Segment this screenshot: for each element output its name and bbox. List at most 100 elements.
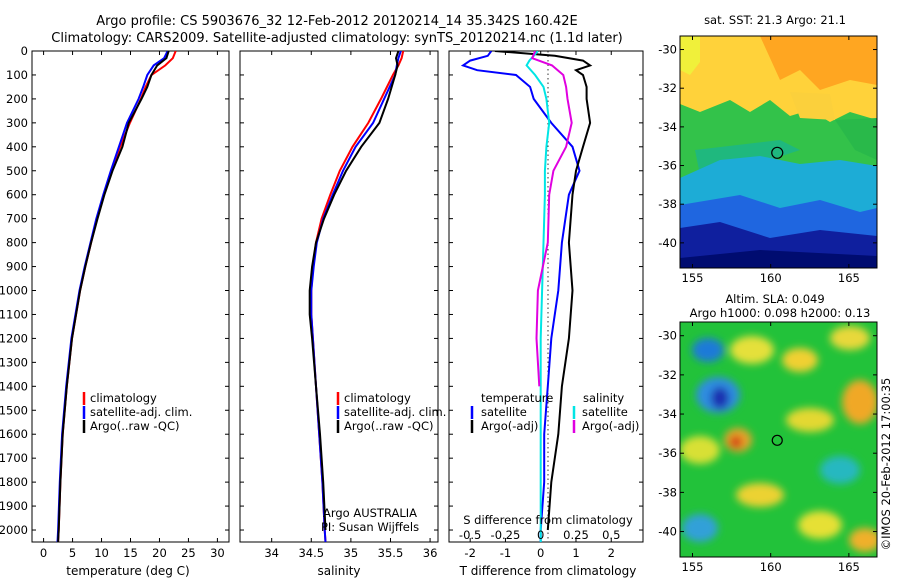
temperature-axes-frame xyxy=(31,50,230,543)
series-line-argo xyxy=(57,51,170,542)
depth-tick-label: 1900 xyxy=(0,499,28,513)
x-tick-label: 5 xyxy=(69,546,76,560)
sst-map-title: sat. SST: 21.3 Argo: 21.1 xyxy=(704,13,846,27)
salinity-axes-frame xyxy=(239,50,439,543)
s-diff-tick-label: -0.25 xyxy=(491,528,521,542)
legend-head-salinity: salinity xyxy=(583,391,624,405)
series-line-argo xyxy=(308,51,400,531)
x-tick-label: -2 xyxy=(464,546,475,560)
legend-label-s-satellite: satellite xyxy=(582,405,628,419)
s-difference-label: S difference from climatology xyxy=(463,513,633,527)
sla-map-image xyxy=(680,322,877,557)
lon-tick-label: 155 xyxy=(682,560,704,574)
lat-tick-label: -34 xyxy=(658,120,677,134)
x-tick-label: 35 xyxy=(344,546,359,560)
figure-title-line1: Argo profile: CS 5903676_32 12-Feb-2012 … xyxy=(96,14,578,29)
depth-tick-label: 1100 xyxy=(0,307,28,321)
lat-tick-label: -40 xyxy=(658,236,677,250)
sla-lat-ticks: -30 -32 -34 -36 -38 -40 xyxy=(658,329,877,539)
depth-tick-label: 1000 xyxy=(0,284,28,298)
s-diff-tick-label: 0.5 xyxy=(602,528,620,542)
sla-lon-ticks: 155 160 165 xyxy=(682,322,860,574)
s-diff-tick-label: 0.25 xyxy=(563,528,589,542)
x-tick-label: 36 xyxy=(423,546,438,560)
x-tick-label: 20 xyxy=(152,546,167,560)
legend-label-s-argo: Argo(-adj) xyxy=(582,419,639,433)
s-difference-axis-ticks: -0.5 -0.25 0 0.25 0.5 xyxy=(459,528,620,542)
series-line-argo xyxy=(494,51,593,531)
lon-tick-label: 165 xyxy=(838,560,860,574)
legend-label-climatology: climatology xyxy=(344,391,411,405)
depth-tick-label: 700 xyxy=(6,212,28,226)
lat-tick-label: -40 xyxy=(658,525,677,539)
legend-label-t-satellite: satellite xyxy=(481,405,527,419)
salinity-depth-ticks xyxy=(240,50,438,531)
difference-axes-frame xyxy=(448,50,644,543)
legend-label-satellite: satellite-adj. clim. xyxy=(90,405,192,419)
depth-tick-label: 1200 xyxy=(0,331,28,345)
difference-depth-ticks xyxy=(449,50,643,531)
sst-map-image xyxy=(680,36,877,268)
legend-label-argo: Argo(..raw -QC) xyxy=(344,419,434,433)
temperature-xlabel: temperature (deg C) xyxy=(66,564,189,578)
lon-tick-label: 160 xyxy=(760,560,782,574)
sla-map-title-line1: Altim. SLA: 0.049 xyxy=(725,292,824,306)
difference-profiles xyxy=(460,51,593,542)
x-tick-label: 0 xyxy=(537,546,544,560)
x-tick-label: 15 xyxy=(123,546,138,560)
salinity-axis-ticks: 34 34.5 35 35.5 36 xyxy=(264,51,437,560)
temperature-panel: 0100200300400500600700800900100011001200… xyxy=(0,44,230,578)
sla-map-title-line2: Argo h1000: 0.098 h2000: 0.13 xyxy=(690,306,871,320)
depth-tick-label: 1300 xyxy=(0,355,28,369)
sla-map-frame xyxy=(679,321,878,558)
depth-axis-ticks: 0 100 200 300 400 500 600 700 800 900 1000 1100 1200… xyxy=(0,44,229,537)
depth-tick-label: 1500 xyxy=(0,403,28,417)
depth-tick-label: 2000 xyxy=(0,523,28,537)
salinity-profiles xyxy=(308,51,405,542)
argo-float-marker xyxy=(771,434,783,446)
lat-tick-label: -38 xyxy=(658,485,677,499)
x-tick-label: 34 xyxy=(264,546,279,560)
lat-tick-label: -38 xyxy=(658,197,677,211)
series-line-satellite_salinity xyxy=(525,51,551,542)
x-tick-label: 10 xyxy=(94,546,109,560)
difference-panel: -2 -1 0 1 2 temperature salinity satellite A… xyxy=(448,50,644,578)
depth-tick-label: 300 xyxy=(6,116,28,130)
sla-map-panel: Altim. SLA: 0.049 Argo h1000: 0.098 h200… xyxy=(658,292,878,574)
depth-tick-label: 200 xyxy=(6,92,28,106)
legend-label-satellite: satellite-adj. clim. xyxy=(344,405,446,419)
x-tick-label: -1 xyxy=(500,546,511,560)
depth-tick-label: 800 xyxy=(6,236,28,250)
x-tick-label: 34.5 xyxy=(298,546,324,560)
sst-lat-ticks: -30 -32 -34 -36 -38 -40 xyxy=(658,43,877,250)
lon-tick-label: 160 xyxy=(760,271,782,285)
salinity-panel: 34 34.5 35 35.5 36 salinity climatology sate… xyxy=(239,50,446,578)
legend-head-temperature: temperature xyxy=(481,391,553,405)
difference-legend: temperature salinity satellite Argo(-adj… xyxy=(470,391,639,433)
legend-label-argo: Argo(..raw -QC) xyxy=(90,419,180,433)
series-line-argo_salinity xyxy=(530,51,573,387)
s-diff-tick-label: -0.5 xyxy=(459,528,481,542)
legend-label-climatology: climatology xyxy=(90,391,157,405)
temperature-profiles xyxy=(56,51,177,542)
x-tick-label: 30 xyxy=(210,546,225,560)
depth-tick-label: 1400 xyxy=(0,379,28,393)
lat-tick-label: -30 xyxy=(658,43,677,57)
figure-title-line2: Climatology: CARS2009. Satellite-adjuste… xyxy=(51,31,623,46)
depth-tick-label: 100 xyxy=(6,68,28,82)
sst-lon-ticks: 155 160 165 xyxy=(682,36,860,285)
sst-map-panel: sat. SST: 21.3 Argo: 21.1 -30-32-34-36-3… xyxy=(658,13,878,285)
lat-tick-label: -34 xyxy=(658,407,677,421)
t-difference-xlabel: T difference from climatology xyxy=(459,564,637,578)
imos-timestamp: ©IMOS 20-Feb-2012 17:00:35 xyxy=(879,378,893,551)
temperature-axis-ticks: 0 5 10 15 20 25 30 xyxy=(40,51,225,560)
lon-tick-label: 165 xyxy=(838,271,860,285)
x-tick-label: 35.5 xyxy=(378,546,404,560)
depth-tick-label: 1700 xyxy=(0,451,28,465)
depth-tick-label: 500 xyxy=(6,164,28,178)
lat-tick-label: -30 xyxy=(658,329,677,343)
lat-tick-label: -36 xyxy=(658,159,677,173)
x-tick-label: 25 xyxy=(181,546,196,560)
depth-tick-label: 1800 xyxy=(0,475,28,489)
